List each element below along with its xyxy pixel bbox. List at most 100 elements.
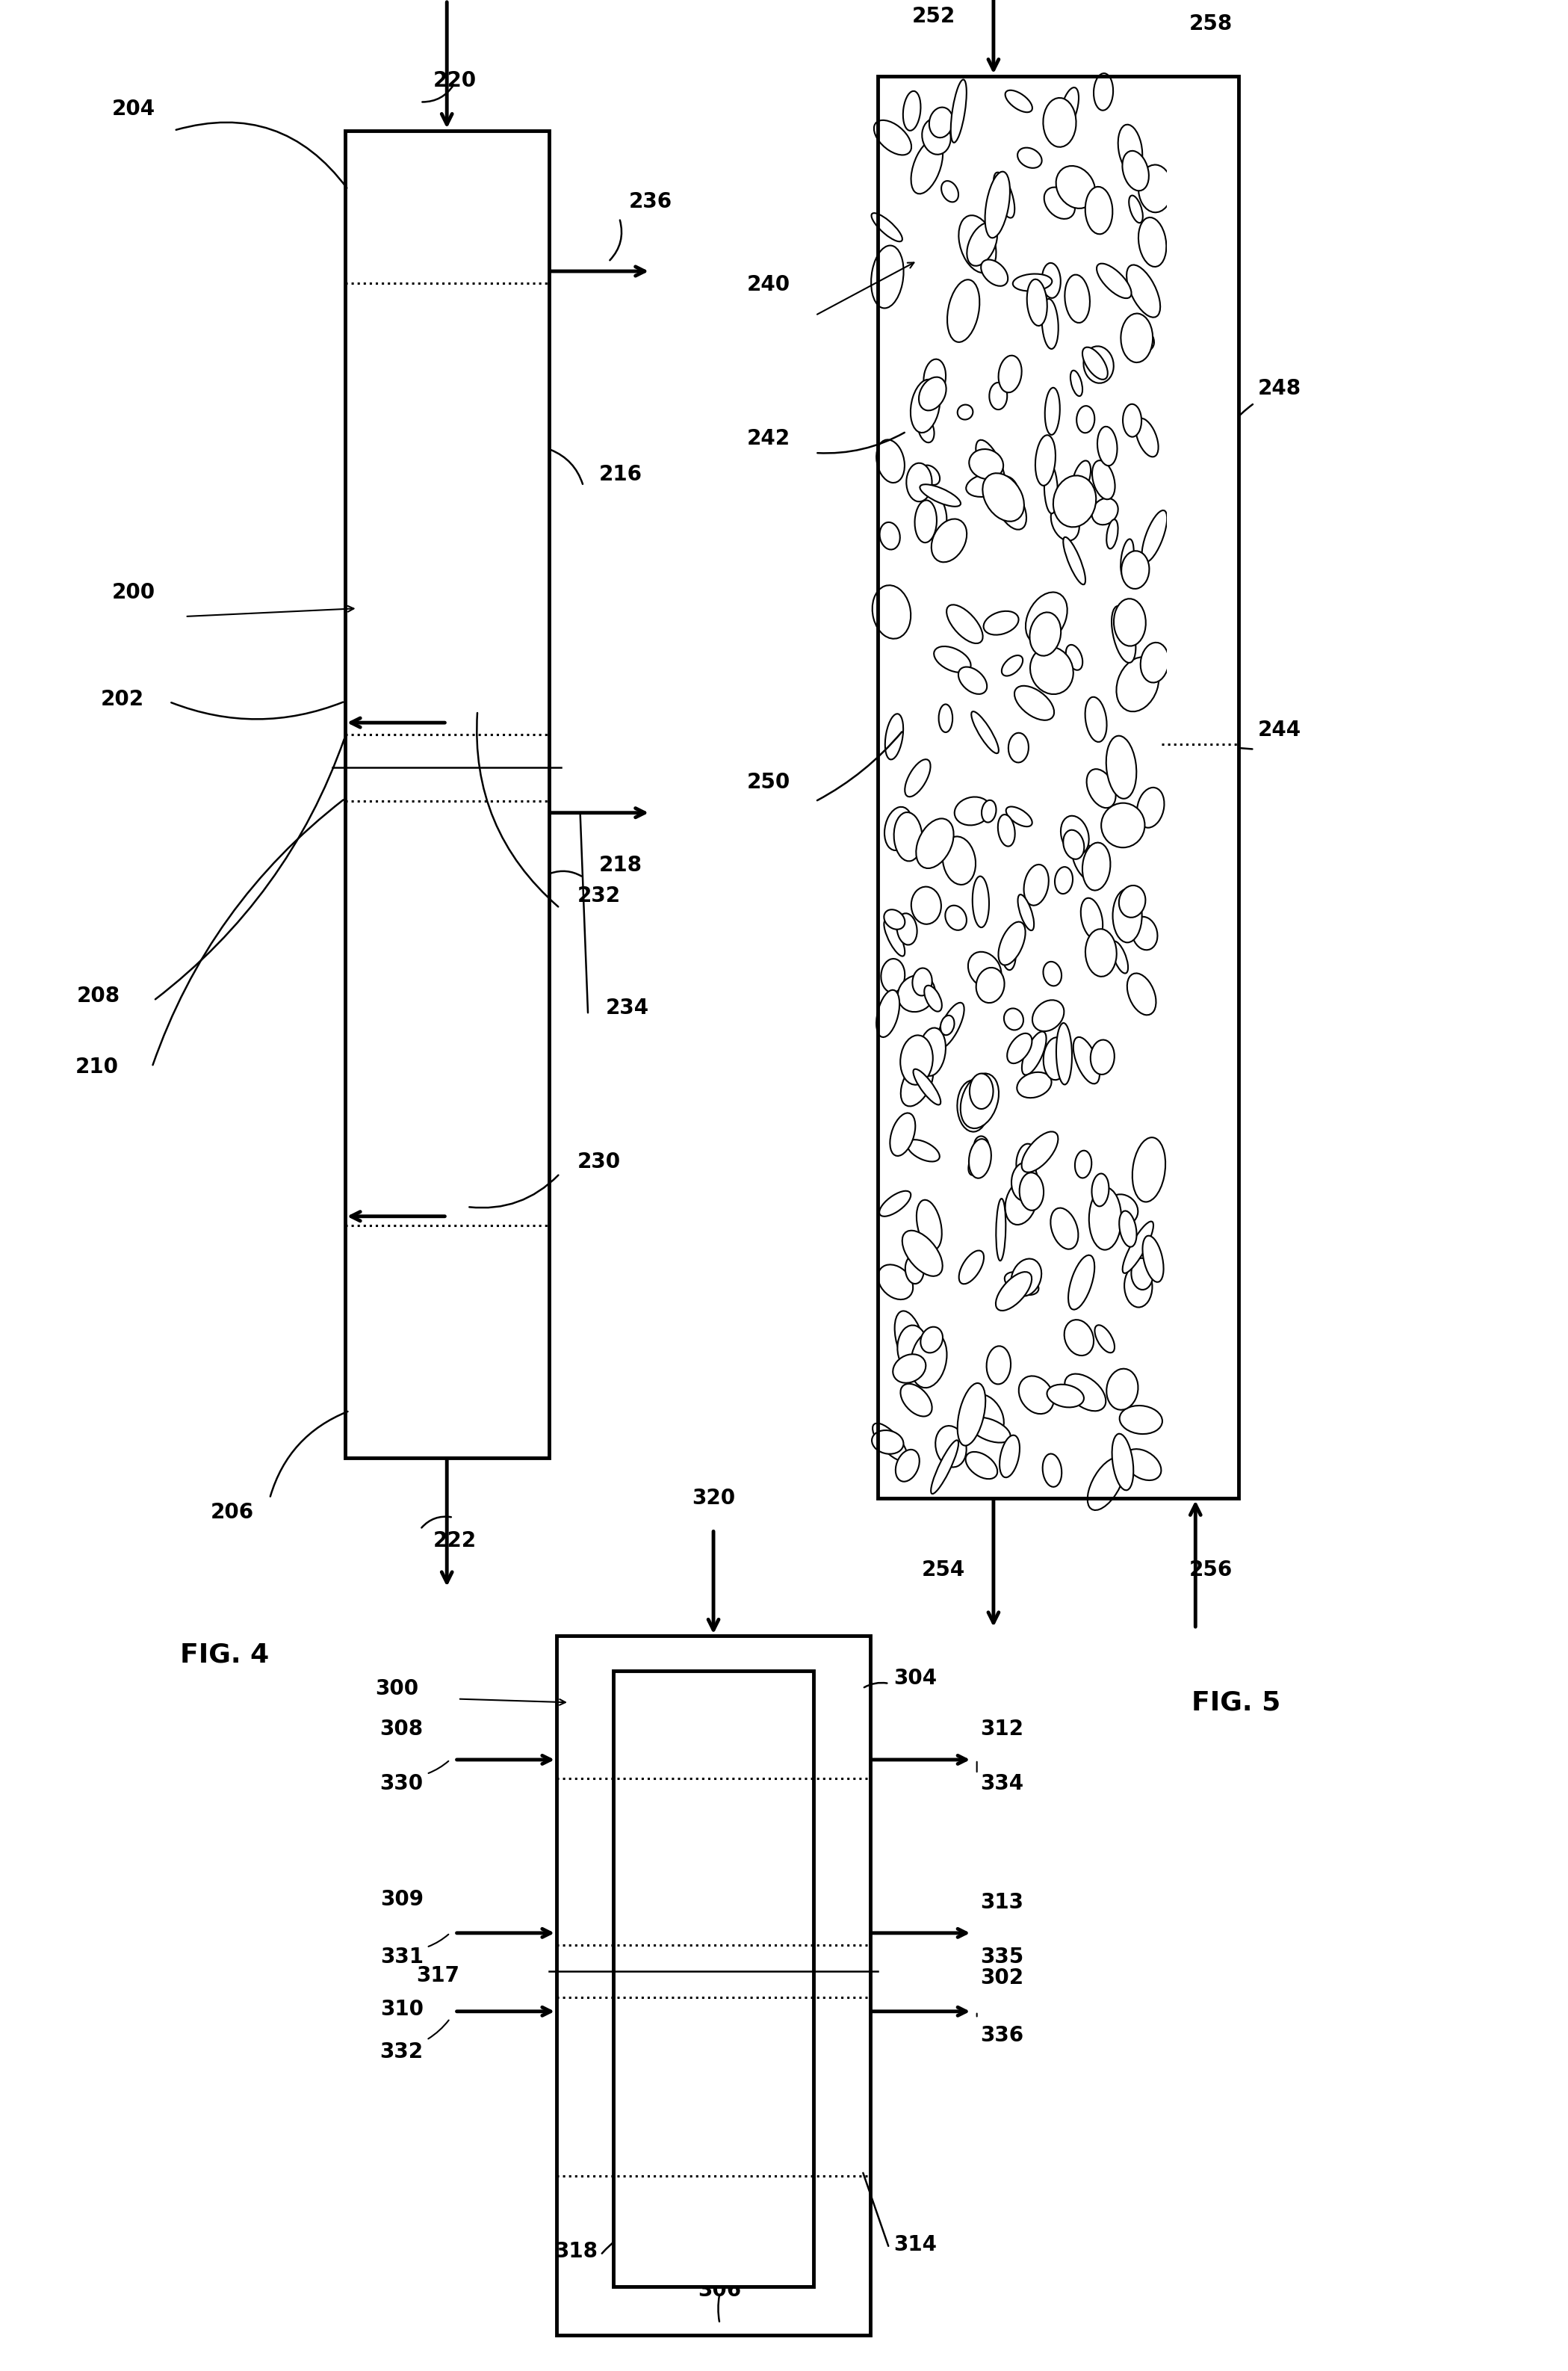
Ellipse shape (880, 522, 900, 550)
Ellipse shape (881, 958, 905, 993)
Text: 204: 204 (111, 100, 155, 119)
Ellipse shape (994, 477, 1019, 515)
Ellipse shape (873, 121, 911, 154)
Ellipse shape (958, 405, 972, 420)
Ellipse shape (994, 173, 1014, 218)
Ellipse shape (1043, 97, 1076, 147)
Ellipse shape (1041, 263, 1060, 299)
Ellipse shape (967, 223, 997, 266)
Ellipse shape (1068, 1254, 1094, 1309)
Ellipse shape (1032, 1001, 1065, 1031)
Ellipse shape (969, 1138, 991, 1178)
Ellipse shape (1083, 346, 1113, 384)
Ellipse shape (1055, 868, 1073, 894)
Text: 306: 306 (698, 2279, 742, 2300)
Ellipse shape (872, 1423, 908, 1461)
Text: 240: 240 (746, 275, 790, 294)
Ellipse shape (1005, 1178, 1036, 1226)
Ellipse shape (1074, 1036, 1099, 1084)
Ellipse shape (1107, 1368, 1138, 1411)
Ellipse shape (974, 1136, 989, 1155)
Ellipse shape (900, 1385, 931, 1415)
Text: 335: 335 (980, 1947, 1024, 1968)
Ellipse shape (1123, 1221, 1154, 1273)
Ellipse shape (1057, 1022, 1073, 1084)
Ellipse shape (1076, 1150, 1091, 1178)
Ellipse shape (1121, 538, 1134, 576)
Ellipse shape (1132, 1138, 1165, 1202)
Ellipse shape (898, 974, 935, 1012)
Ellipse shape (1131, 1259, 1152, 1290)
Ellipse shape (942, 837, 975, 884)
Ellipse shape (977, 967, 1005, 1003)
Ellipse shape (906, 462, 931, 503)
Ellipse shape (983, 612, 1019, 635)
Ellipse shape (1140, 643, 1168, 683)
Ellipse shape (1107, 519, 1118, 548)
Ellipse shape (1082, 346, 1107, 379)
Ellipse shape (1022, 1131, 1058, 1171)
Ellipse shape (1129, 194, 1143, 223)
Ellipse shape (1093, 460, 1115, 500)
Text: FIG. 4: FIG. 4 (180, 1643, 270, 1667)
Ellipse shape (1063, 830, 1083, 858)
Text: 332: 332 (379, 2041, 423, 2063)
Ellipse shape (894, 813, 922, 861)
Ellipse shape (996, 1200, 1005, 1261)
Ellipse shape (969, 1418, 1010, 1442)
Ellipse shape (1093, 74, 1113, 111)
Ellipse shape (1004, 1008, 1024, 1029)
Ellipse shape (1123, 403, 1142, 436)
Ellipse shape (1030, 647, 1073, 695)
Ellipse shape (1025, 593, 1068, 645)
Text: 313: 313 (980, 1892, 1024, 1913)
Text: 309: 309 (379, 1890, 423, 1911)
Bar (557, 1636, 870, 2335)
Ellipse shape (936, 1003, 964, 1048)
Text: 216: 216 (599, 465, 643, 484)
Ellipse shape (1090, 1041, 1115, 1074)
Ellipse shape (884, 806, 913, 851)
Bar (878, 76, 1239, 1498)
Ellipse shape (1002, 937, 1016, 970)
Text: 300: 300 (375, 1679, 419, 1700)
Ellipse shape (1071, 370, 1082, 396)
Ellipse shape (1051, 1207, 1079, 1250)
Ellipse shape (1112, 941, 1127, 974)
Ellipse shape (999, 1434, 1019, 1477)
Ellipse shape (922, 119, 950, 154)
Ellipse shape (1063, 538, 1085, 586)
Ellipse shape (1126, 266, 1160, 318)
Ellipse shape (1101, 804, 1145, 846)
Ellipse shape (1121, 313, 1152, 363)
Ellipse shape (989, 382, 1007, 410)
Text: 234: 234 (605, 998, 649, 1017)
Ellipse shape (1112, 1434, 1134, 1491)
Ellipse shape (917, 1200, 942, 1250)
Ellipse shape (1027, 280, 1047, 325)
Ellipse shape (997, 816, 1014, 846)
Text: 334: 334 (980, 1774, 1024, 1795)
Text: 236: 236 (629, 192, 673, 211)
Bar (613, 1672, 814, 2286)
Text: 252: 252 (913, 7, 955, 26)
Ellipse shape (1030, 612, 1062, 657)
Ellipse shape (1008, 733, 1029, 763)
Ellipse shape (958, 216, 996, 273)
Ellipse shape (1143, 1235, 1163, 1283)
Ellipse shape (877, 439, 905, 484)
Ellipse shape (1019, 1375, 1054, 1413)
Ellipse shape (1065, 1373, 1105, 1411)
Ellipse shape (930, 107, 953, 138)
Ellipse shape (911, 379, 939, 432)
Text: 302: 302 (980, 1968, 1024, 1989)
Ellipse shape (972, 877, 989, 927)
Ellipse shape (877, 991, 900, 1036)
Text: 230: 230 (577, 1152, 621, 1171)
Ellipse shape (920, 484, 961, 507)
Ellipse shape (872, 247, 903, 308)
Ellipse shape (946, 906, 966, 929)
Ellipse shape (958, 666, 986, 695)
Text: 200: 200 (111, 583, 155, 602)
Ellipse shape (1073, 839, 1099, 882)
